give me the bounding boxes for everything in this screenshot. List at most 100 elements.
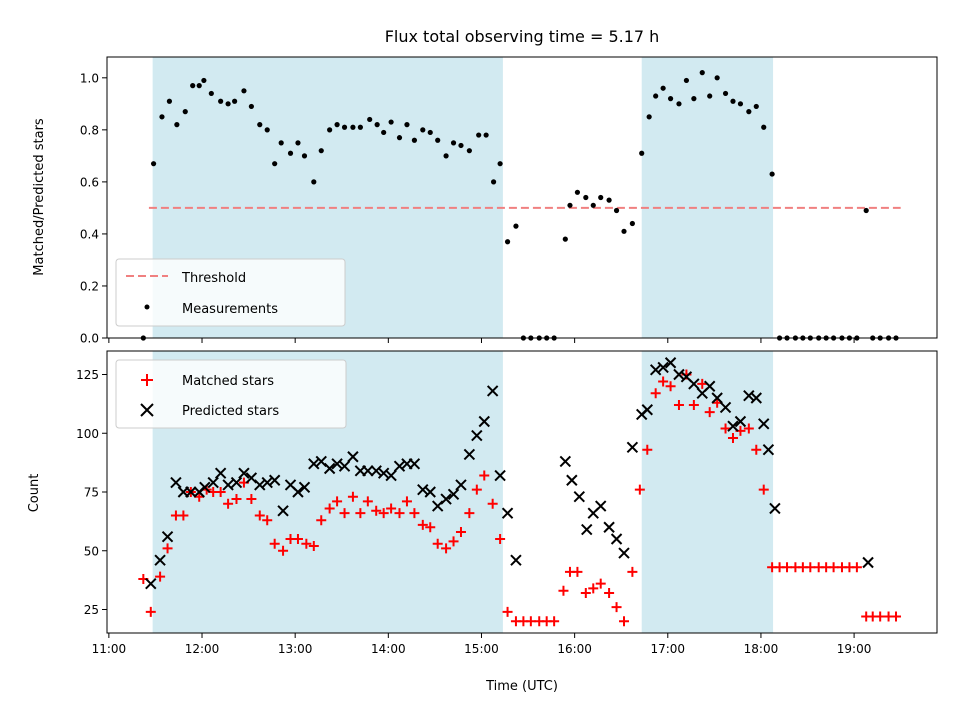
matched-stars-point xyxy=(269,538,280,549)
predicted-stars-point xyxy=(154,554,166,566)
predicted-stars-point xyxy=(719,401,732,414)
measurement-point xyxy=(639,150,645,156)
predicted-stars-point xyxy=(277,505,289,517)
predicted-stars-point xyxy=(254,479,266,491)
measurement-point xyxy=(159,114,165,120)
matched-stars-point xyxy=(371,505,382,516)
matched-stars-point xyxy=(308,541,319,552)
predicted-stars-point xyxy=(338,460,351,472)
matched-stars-point xyxy=(595,578,606,589)
measurement-point xyxy=(722,90,729,97)
matched-stars-point xyxy=(455,526,466,537)
matched-stars-point xyxy=(301,538,312,549)
matched-stars-point xyxy=(619,616,630,627)
y-tick-label-3: 0.6 xyxy=(80,175,99,189)
measurement-point xyxy=(166,98,173,104)
legend-measurements-label: Measurements xyxy=(182,302,278,317)
predicted-stars-point xyxy=(385,469,397,482)
y-tick-label-4: 125 xyxy=(76,368,99,382)
matched-stars-point xyxy=(471,484,482,495)
measurement-point xyxy=(504,239,511,245)
predicted-stars-point xyxy=(185,486,197,498)
measurement-point xyxy=(562,236,568,242)
bottom-panel: 11:00 12:00 13:00 14:00 15:00 16:00 17:00 18:00… xyxy=(27,350,938,694)
matched-stars-point xyxy=(425,522,436,533)
measurement-point xyxy=(287,150,294,156)
predicted-stars-point xyxy=(447,488,460,501)
matched-stars-point xyxy=(558,585,569,596)
legend-matched-swatch xyxy=(141,374,153,386)
matched-stars-point xyxy=(292,534,303,544)
matched-stars-point xyxy=(634,484,645,495)
measurement-point xyxy=(699,70,705,76)
measurement-point xyxy=(257,122,263,128)
matched-stars-point xyxy=(417,519,428,530)
predicted-stars-point xyxy=(238,467,250,479)
bottom-x-ticks: 11:00 12:00 13:00 14:00 15:00 16:00 17:00 18:00… xyxy=(92,633,871,656)
measurement-point xyxy=(367,116,373,123)
predicted-stars-point xyxy=(566,474,578,486)
predicted-stars-point xyxy=(370,465,382,477)
top-x-ticks xyxy=(108,338,855,343)
matched-stars-point xyxy=(316,515,327,526)
matched-stars-point xyxy=(604,588,615,599)
measurement-point xyxy=(769,171,775,177)
matched-stars-point xyxy=(231,494,242,505)
measurement-point xyxy=(150,161,157,167)
measurement-point xyxy=(420,127,426,133)
predicted-stars-point xyxy=(703,380,716,392)
measurement-point xyxy=(272,161,278,167)
matched-stars-point xyxy=(549,616,560,627)
predicted-stars-series xyxy=(145,357,874,590)
measurement-point xyxy=(621,228,627,234)
predicted-stars-point xyxy=(323,462,336,475)
predicted-stars-point xyxy=(463,448,476,461)
predicted-stars-point xyxy=(331,458,343,470)
matched-stars-point xyxy=(805,562,816,573)
measurement-point xyxy=(707,93,713,99)
predicted-stars-point xyxy=(486,385,499,397)
predicted-stars-point xyxy=(298,481,311,494)
measurement-point xyxy=(746,109,752,115)
predicted-stars-point xyxy=(595,500,607,512)
matched-stars-point xyxy=(627,566,638,577)
matched-stars-point xyxy=(665,381,676,392)
predicted-stars-point xyxy=(222,479,234,491)
measurement-point xyxy=(350,124,356,130)
measurement-point xyxy=(248,103,254,110)
measurement-point xyxy=(667,96,674,102)
predicted-stars-point xyxy=(862,556,874,569)
y-tick-label-0: 25 xyxy=(84,603,99,617)
predicted-stars-point xyxy=(603,521,615,533)
measurement-point xyxy=(730,98,736,104)
measurement-point xyxy=(318,148,324,154)
matched-stars-point xyxy=(828,562,839,573)
predicted-stars-point xyxy=(377,467,390,479)
predicted-stars-point xyxy=(308,458,320,470)
measurement-point xyxy=(598,194,604,201)
measurement-point xyxy=(427,129,433,136)
predicted-stars-point xyxy=(573,490,585,503)
measurement-point xyxy=(241,88,247,94)
predicted-stars-point xyxy=(743,389,755,402)
bottom-legend: Matched stars Predicted stars xyxy=(115,359,347,429)
measurement-point xyxy=(590,202,596,208)
measurement-point xyxy=(660,85,666,91)
measurement-point xyxy=(761,124,767,130)
matched-stars-point xyxy=(246,494,257,505)
measurement-point xyxy=(295,140,301,146)
predicted-stars-point xyxy=(657,361,669,374)
matched-stars-point xyxy=(650,388,661,399)
top-axes-frame xyxy=(106,56,938,339)
matched-stars-point xyxy=(254,510,265,521)
y-tick-label-3: 100 xyxy=(76,427,99,441)
predicted-stars-point xyxy=(758,418,770,430)
measurement-point xyxy=(714,75,720,81)
predicted-stars-point xyxy=(362,465,374,477)
measurement-point xyxy=(182,109,188,115)
measurement-point xyxy=(341,124,348,130)
bottom-y-ticks: 25 50 75 100 125 xyxy=(76,368,107,617)
measurement-point xyxy=(443,153,449,159)
measurement-point xyxy=(264,127,270,133)
matched-stars-point xyxy=(324,503,335,514)
